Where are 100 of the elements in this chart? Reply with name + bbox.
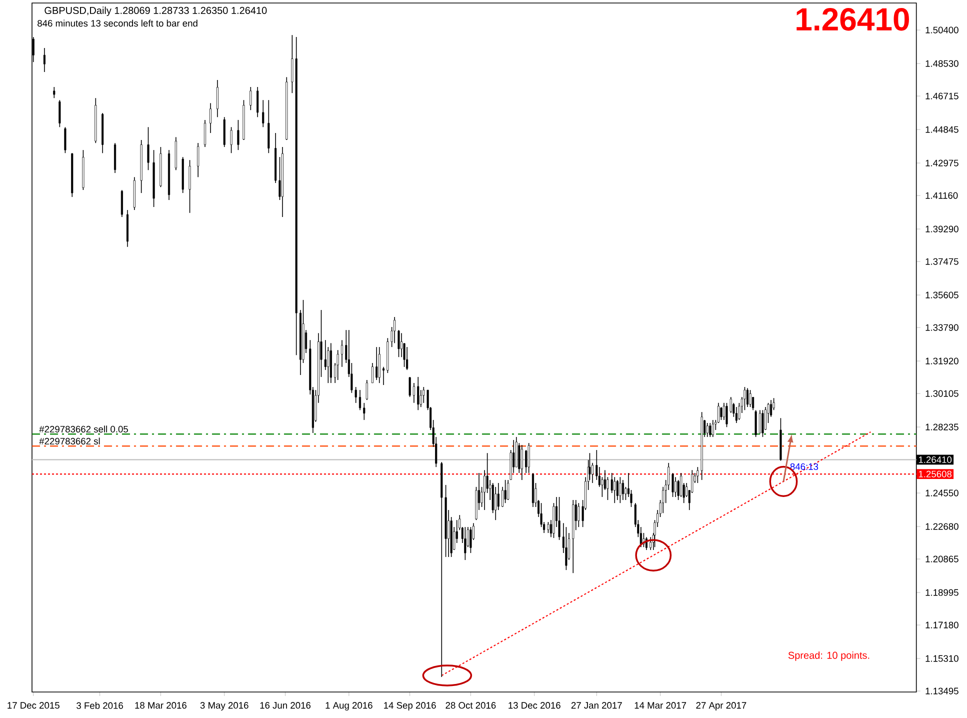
candlestick bbox=[336, 350, 339, 380]
candlestick bbox=[677, 480, 680, 500]
x-tick-label: 16 Jun 2016 bbox=[260, 702, 311, 709]
candlestick bbox=[43, 48, 46, 72]
candlestick bbox=[376, 346, 378, 380]
candlestick bbox=[188, 160, 191, 214]
candlestick bbox=[746, 388, 749, 408]
chart-title: GBPUSD,Daily 1.28069 1.28733 1.26350 1.26410 bbox=[44, 6, 267, 16]
candlestick bbox=[650, 536, 652, 550]
y-tick-label: 1.31920 bbox=[926, 358, 958, 364]
y-tick-label: 1.33790 bbox=[926, 324, 958, 331]
candlestick bbox=[709, 422, 712, 438]
candlestick bbox=[565, 526, 568, 570]
y-tick-label: 1.13495 bbox=[926, 688, 958, 694]
candlestick bbox=[340, 340, 344, 368]
candlestick bbox=[278, 156, 281, 200]
x-tick-label: 17 Dec 2015 bbox=[8, 702, 60, 709]
candlestick bbox=[324, 340, 326, 370]
y-tick-label: 1.22680 bbox=[926, 523, 958, 530]
y-tick-label: 1.50400 bbox=[926, 26, 958, 34]
candlestick bbox=[547, 522, 550, 534]
candlestick bbox=[58, 100, 61, 128]
candlestick bbox=[624, 486, 627, 500]
candlestick bbox=[64, 126, 66, 154]
candlestick bbox=[470, 526, 472, 554]
candlestick bbox=[358, 390, 362, 410]
candlestick bbox=[674, 476, 677, 498]
x-tick-label: 27 Apr 2017 bbox=[696, 702, 746, 711]
x-tick-label: 13 Dec 2016 bbox=[508, 702, 560, 709]
candlestick bbox=[720, 406, 722, 420]
candlestick bbox=[378, 346, 380, 384]
candlestick bbox=[204, 120, 206, 148]
annotation: Spread: 10 points. bbox=[788, 652, 870, 661]
x-tick-label: 3 Feb 2016 bbox=[76, 702, 123, 709]
candlestick bbox=[147, 126, 150, 170]
candlestick bbox=[616, 480, 618, 500]
ref-line-label: #229783662 sl bbox=[39, 438, 100, 444]
y-tick-label: 1.24550 bbox=[926, 490, 958, 496]
candlestick bbox=[120, 190, 123, 218]
candlestick bbox=[230, 126, 232, 154]
y-tick-label: 1.39290 bbox=[926, 226, 958, 232]
candlestick bbox=[520, 444, 523, 480]
candlestick bbox=[408, 376, 411, 398]
ref-line-label: 1.25608 bbox=[918, 470, 952, 478]
candlestick bbox=[197, 142, 200, 178]
y-tick-label: 1.48530 bbox=[926, 60, 958, 67]
y-tick-label: 1.44845 bbox=[926, 126, 958, 133]
candlestick bbox=[754, 410, 757, 438]
text: 846 minutes 13 seconds left to bar end bbox=[38, 20, 198, 27]
candlestick bbox=[417, 376, 420, 410]
y-tick-label: 1.18995 bbox=[926, 589, 958, 596]
candlestick bbox=[744, 386, 746, 410]
candlestick bbox=[528, 442, 530, 474]
ref-line-label: #229783662 sell 0.05 bbox=[39, 426, 128, 432]
candlestick bbox=[250, 86, 252, 110]
candlestick bbox=[420, 390, 422, 408]
y-tick-label: 1.15310 bbox=[926, 655, 958, 662]
candlestick bbox=[216, 80, 218, 118]
y-tick-label: 1.35605 bbox=[926, 292, 958, 298]
annotation: 846:13 bbox=[790, 463, 818, 470]
candlestick bbox=[412, 382, 415, 404]
candlestick bbox=[762, 410, 764, 438]
candlestick bbox=[504, 480, 506, 504]
candlestick bbox=[712, 420, 714, 438]
y-tick-label: 1.46715 bbox=[926, 92, 958, 100]
candlestick bbox=[749, 390, 752, 408]
y-tick-label: 1.17180 bbox=[926, 622, 958, 628]
x-tick-label: 3 May 2016 bbox=[200, 702, 248, 711]
candlestick bbox=[722, 402, 726, 420]
candlestick bbox=[371, 362, 374, 384]
x-tick-label: 14 Mar 2017 bbox=[634, 702, 686, 709]
candlestick bbox=[464, 526, 466, 560]
y-tick-label: 1.41160 bbox=[926, 192, 958, 199]
y-tick-label: 1.37475 bbox=[926, 258, 958, 265]
candlestick bbox=[494, 486, 497, 520]
candlestick bbox=[601, 476, 604, 498]
candlestick bbox=[237, 120, 240, 150]
x-tick-label: 28 Oct 2016 bbox=[446, 702, 496, 709]
ref-line-label: 1.26410 bbox=[918, 456, 952, 463]
candlestick bbox=[382, 366, 385, 386]
annotation: 1.26410 bbox=[796, 8, 909, 31]
candlestick bbox=[614, 476, 616, 504]
candlestick bbox=[256, 86, 259, 118]
x-tick-label: 27 Jan 2017 bbox=[571, 702, 622, 709]
candlestick bbox=[53, 86, 56, 98]
y-tick-label: 1.28235 bbox=[926, 424, 958, 430]
candlestick bbox=[497, 482, 500, 510]
candlestick bbox=[726, 402, 728, 428]
candlestick bbox=[735, 406, 738, 424]
y-tick-label: 1.42975 bbox=[926, 160, 958, 166]
x-tick-label: 14 Sep 2016 bbox=[384, 702, 436, 711]
candlestick bbox=[262, 100, 264, 128]
candlestick bbox=[622, 480, 624, 500]
y-tick-label: 1.20865 bbox=[926, 556, 958, 562]
candlestick bbox=[606, 476, 609, 500]
candlestick bbox=[400, 332, 403, 358]
x-tick-label: 18 Mar 2016 bbox=[135, 702, 186, 709]
candlestick bbox=[507, 480, 510, 500]
candlestick bbox=[210, 102, 212, 134]
y-tick-label: 1.30105 bbox=[926, 390, 958, 397]
